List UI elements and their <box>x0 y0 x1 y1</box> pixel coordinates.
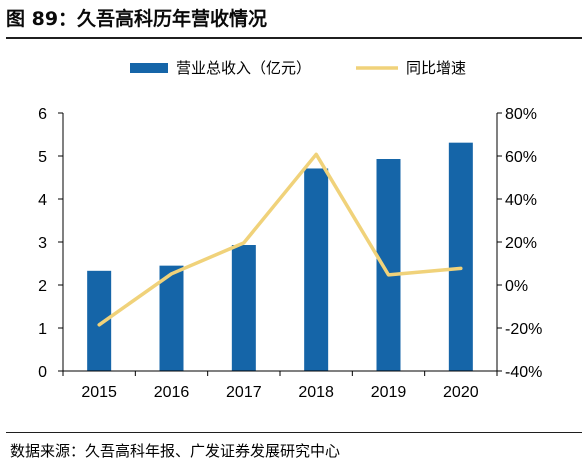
title-divider <box>6 37 582 39</box>
x-axis-tick-label: 2019 <box>371 384 407 401</box>
source-divider <box>6 432 582 433</box>
revenue-chart: 营业总收入（亿元） 同比增速 0 1 2 3 4 5 6 -40% -20% 0% 20% 40% 60% 8… <box>38 60 542 401</box>
x-axis-tick-label: 2017 <box>226 384 262 401</box>
bar-2020 <box>448 142 473 371</box>
source-note: 数据来源：久吾高科年报、广发证券发展研究中心 <box>10 442 341 460</box>
left-axis-tick-label: 5 <box>38 149 47 166</box>
x-axis-tick-label: 2020 <box>443 384 479 401</box>
bar-2018 <box>304 168 329 371</box>
right-axis-tick-label: -20% <box>505 321 542 338</box>
x-axis-tick-label: 2016 <box>154 384 190 401</box>
right-axis-tick-label: 0% <box>505 278 528 295</box>
x-axis-tick-label: 2015 <box>81 384 117 401</box>
left-axis-tick-label: 2 <box>38 278 47 295</box>
figure-title: 图 89：久吾高科历年营收情况 <box>6 8 268 30</box>
legend-bar-label: 营业总收入（亿元） <box>176 60 311 77</box>
left-axis-tick-label: 3 <box>38 235 47 252</box>
right-axis-tick-label: 40% <box>505 192 537 209</box>
legend-line-label: 同比增速 <box>406 60 466 77</box>
right-axis-tick-label: 80% <box>505 106 537 123</box>
x-axis-tick-label: 2018 <box>298 384 334 401</box>
left-axis-tick-label: 4 <box>38 192 47 209</box>
bar-2017 <box>231 245 256 371</box>
left-axis-tick-label: 6 <box>38 106 47 123</box>
right-axis-tick-label: 60% <box>505 149 537 166</box>
growth-rate-line <box>97 152 463 327</box>
left-axis-tick-label: 1 <box>38 321 47 338</box>
legend-bar-swatch <box>130 63 168 73</box>
right-axis-tick-label: -40% <box>505 364 542 381</box>
bar-2019 <box>376 159 401 371</box>
left-axis-tick-label: 0 <box>38 364 47 381</box>
right-axis-tick-label: 20% <box>505 235 537 252</box>
bar-2016 <box>159 265 184 371</box>
